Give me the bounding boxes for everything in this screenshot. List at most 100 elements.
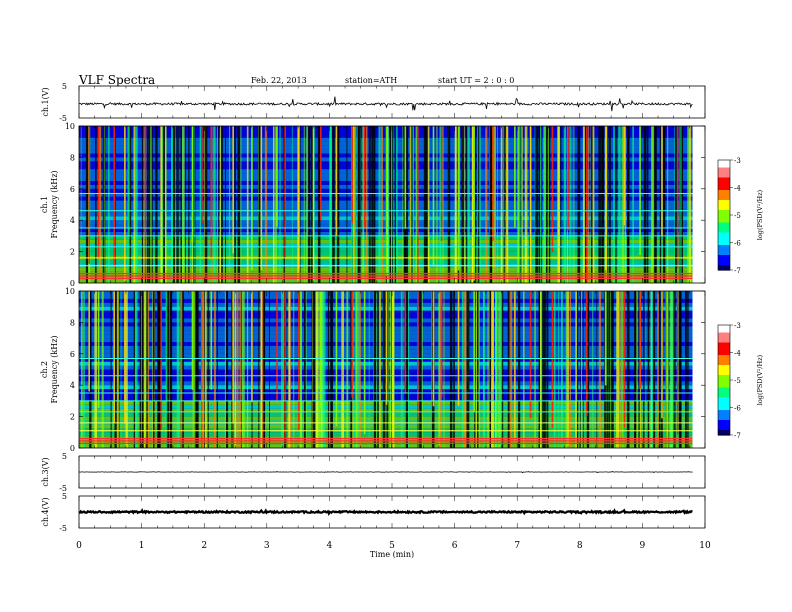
- sferic-burst: [427, 126, 428, 283]
- sferic-burst: [366, 126, 368, 283]
- sferic-burst: [311, 126, 315, 283]
- sferic-burst: [610, 291, 611, 448]
- sferic-burst: [405, 291, 409, 448]
- sferic-burst: [386, 291, 389, 448]
- sferic-burst: [520, 126, 522, 283]
- sferic-burst: [377, 291, 379, 448]
- sferic-burst: [500, 126, 503, 283]
- sferic-burst: [194, 291, 198, 448]
- sferic-burst: [569, 126, 571, 283]
- sferic-burst: [193, 126, 195, 283]
- sferic-burst: [478, 291, 480, 448]
- sferic-burst: [618, 126, 621, 283]
- colorbar-segment: [718, 385, 730, 389]
- sferic-burst: [461, 291, 464, 448]
- frequency-band: [79, 432, 693, 437]
- colorbar-segment: [718, 175, 730, 179]
- colorbar-segment: [718, 352, 730, 356]
- colorbar-segment: [718, 432, 730, 436]
- colorbar-segment: [718, 215, 730, 219]
- sferic-burst: [483, 291, 484, 448]
- sferic-burst: [213, 291, 216, 448]
- sferic-burst: [560, 291, 563, 448]
- sferic-burst: [102, 126, 106, 283]
- sferic-burst: [176, 291, 180, 448]
- strong-burst: [661, 291, 663, 419]
- sferic-burst: [487, 291, 489, 448]
- panel-ch3_wave: 5 -5 ch.3(V): [41, 452, 706, 493]
- sferic-burst: [116, 291, 119, 448]
- sferic-burst: [204, 291, 207, 448]
- sferic-burst: [592, 291, 594, 448]
- colorbar-segment: [718, 337, 730, 341]
- sferic-burst: [598, 126, 601, 283]
- sferic-burst: [662, 126, 665, 283]
- strong-burst: [385, 126, 388, 277]
- sferic-burst: [601, 126, 603, 283]
- colorbar-segment: [718, 415, 730, 419]
- colorbar-segment: [718, 180, 730, 184]
- colorbar-segment: [718, 240, 730, 244]
- strong-burst: [440, 126, 443, 241]
- sferic-burst: [670, 291, 673, 448]
- sferic-burst: [221, 126, 223, 283]
- strong-burst: [417, 291, 419, 418]
- sferic-burst: [350, 291, 353, 448]
- strong-burst: [529, 291, 532, 419]
- sferic-burst: [646, 126, 649, 283]
- strong-burst: [567, 291, 569, 446]
- sferic-burst: [573, 126, 575, 283]
- sferic-burst: [521, 126, 523, 283]
- sferic-burst: [216, 291, 219, 448]
- colorbar-segment: [718, 330, 730, 334]
- sferic-burst: [127, 126, 130, 283]
- strong-burst: [404, 291, 407, 393]
- frequency-band: [79, 279, 693, 283]
- colorbar-segment: [718, 212, 730, 216]
- sferic-burst: [497, 126, 498, 283]
- strong-burst: [417, 126, 419, 283]
- colorbar-segment: [718, 430, 730, 434]
- panel-ch4_wave: 5 -5 ch.4(V): [41, 492, 706, 533]
- sferic-burst: [101, 291, 104, 448]
- sferic-burst: [322, 291, 324, 448]
- sferic-burst: [394, 126, 398, 283]
- sferic-burst: [575, 291, 578, 448]
- colorbar-label: log(PSD(V²/Hz): [756, 354, 764, 405]
- date-label: Feb. 22, 2013: [251, 76, 307, 85]
- sferic-burst: [157, 291, 160, 448]
- colorbar-segment: [718, 190, 730, 194]
- strong-burst: [298, 291, 300, 431]
- x-tick-label: 9: [640, 541, 646, 551]
- colorbar-segment: [718, 400, 730, 404]
- sferic-burst: [225, 126, 227, 283]
- sferic-burst: [176, 126, 179, 283]
- colorbar-segment: [718, 185, 730, 189]
- sferic-burst: [438, 291, 440, 448]
- sferic-burst: [258, 291, 260, 448]
- sferic-burst: [415, 126, 418, 283]
- sferic-burst: [677, 291, 680, 448]
- x-tick-label: 0: [76, 541, 82, 551]
- sferic-burst: [655, 126, 657, 283]
- sferic-burst: [412, 126, 414, 283]
- sferic-burst: [357, 126, 360, 283]
- strong-burst: [251, 126, 253, 271]
- sferic-burst: [494, 126, 496, 283]
- sferic-burst: [392, 126, 394, 283]
- strong-burst: [351, 126, 353, 223]
- colorbar-tick-label: -6: [734, 240, 741, 248]
- sferic-burst: [168, 291, 171, 448]
- channel-label: ch.1: [40, 196, 49, 213]
- sferic-burst: [679, 126, 681, 283]
- colorbar-segment: [718, 167, 730, 171]
- sferic-burst: [439, 126, 442, 283]
- colorbar-segment: [718, 247, 730, 251]
- sferic-burst: [588, 126, 589, 283]
- colorbar-segment: [718, 230, 730, 234]
- sferic-burst: [565, 291, 568, 448]
- sferic-burst: [540, 291, 542, 448]
- strong-burst: [661, 126, 663, 236]
- sferic-burst: [243, 291, 245, 448]
